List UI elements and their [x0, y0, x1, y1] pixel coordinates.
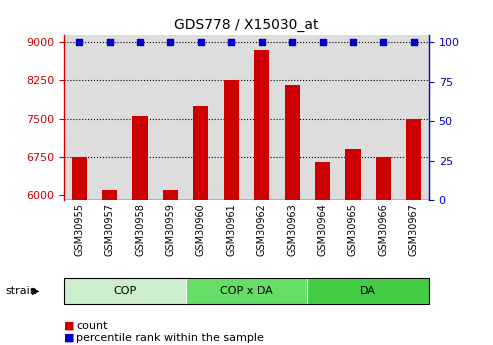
- Title: GDS778 / X15030_at: GDS778 / X15030_at: [174, 18, 319, 32]
- Bar: [398, 34, 429, 200]
- Bar: [345, 149, 360, 200]
- Text: ▶: ▶: [32, 286, 39, 296]
- Point: [136, 40, 144, 45]
- Bar: [254, 50, 269, 200]
- Bar: [284, 86, 300, 200]
- Point: [349, 40, 357, 45]
- Text: percentile rank within the sample: percentile rank within the sample: [76, 333, 264, 343]
- Text: COP: COP: [113, 286, 137, 296]
- Bar: [406, 119, 422, 200]
- Point: [227, 40, 235, 45]
- Point: [258, 40, 266, 45]
- Text: DA: DA: [360, 286, 376, 296]
- Point: [380, 40, 387, 45]
- Text: ■: ■: [64, 333, 74, 343]
- Point: [197, 40, 205, 45]
- Bar: [277, 34, 307, 200]
- Point: [75, 40, 83, 45]
- Text: COP x DA: COP x DA: [220, 286, 273, 296]
- Bar: [246, 34, 277, 200]
- Bar: [224, 80, 239, 200]
- Text: ■: ■: [64, 321, 74, 331]
- Bar: [95, 34, 125, 200]
- Bar: [186, 34, 216, 200]
- Bar: [338, 34, 368, 200]
- Bar: [368, 34, 398, 200]
- Bar: [376, 157, 391, 200]
- Point: [106, 40, 113, 45]
- Bar: [216, 34, 246, 200]
- Bar: [163, 190, 178, 200]
- Point: [318, 40, 326, 45]
- Bar: [102, 190, 117, 200]
- Bar: [193, 106, 209, 200]
- Bar: [315, 162, 330, 200]
- Bar: [125, 34, 155, 200]
- Text: count: count: [76, 321, 108, 331]
- Point: [410, 40, 418, 45]
- Point: [288, 40, 296, 45]
- Bar: [64, 34, 95, 200]
- Text: strain: strain: [5, 286, 37, 296]
- Bar: [133, 116, 148, 200]
- Bar: [71, 157, 87, 200]
- Bar: [155, 34, 186, 200]
- Point: [167, 40, 175, 45]
- Bar: [307, 34, 338, 200]
